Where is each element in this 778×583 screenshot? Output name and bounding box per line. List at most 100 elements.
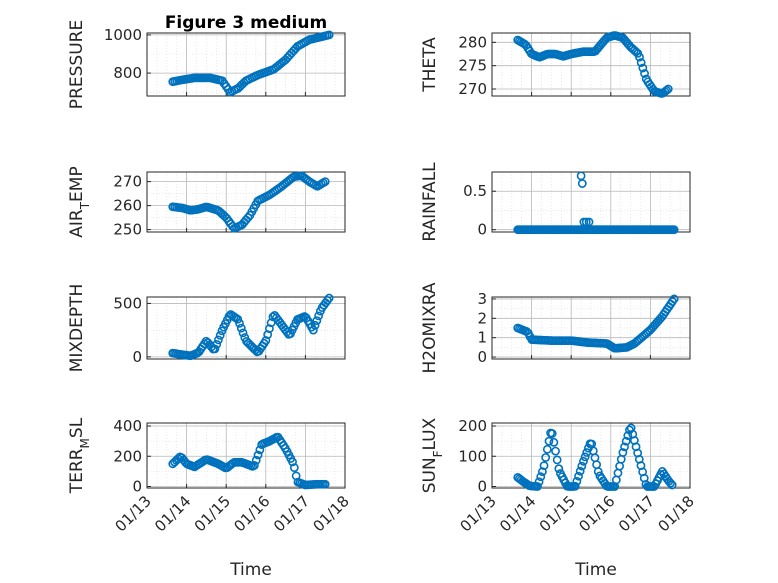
data-point xyxy=(669,225,679,235)
y-tick-label: 800 xyxy=(113,64,142,82)
y-tick-label: 1000 xyxy=(104,26,142,44)
axes-box xyxy=(491,296,691,360)
data-point xyxy=(554,464,564,474)
data-point xyxy=(236,323,246,333)
data-point xyxy=(593,467,603,476)
data-point xyxy=(621,436,631,446)
panel-air-temp: 250 260 270 AIRTEMP xyxy=(67,166,346,239)
data-point xyxy=(539,461,549,471)
data-point xyxy=(666,478,675,488)
y-tick-label: 280 xyxy=(458,33,487,51)
y-axis-label: RAINFALL xyxy=(420,162,440,242)
y-axis-label: THETA xyxy=(420,37,440,93)
data-point xyxy=(552,455,562,465)
data-point xyxy=(310,320,320,330)
y-tick-label: 200 xyxy=(113,447,142,465)
axes-box xyxy=(146,296,346,360)
y-axis-label: SUNFLUX xyxy=(420,417,445,493)
data-point xyxy=(667,480,677,490)
y-tick-label: 1 xyxy=(477,329,487,347)
data-point xyxy=(575,466,585,476)
y-tick-label: 3 xyxy=(477,290,487,308)
data-point xyxy=(320,479,330,489)
data-point xyxy=(572,476,582,486)
data-point xyxy=(250,461,259,470)
axes-box xyxy=(146,422,346,489)
x-axis-label-left: Time xyxy=(229,560,272,580)
y-tick-label: 275 xyxy=(458,57,487,75)
data-point xyxy=(584,217,594,227)
data-point xyxy=(541,453,551,462)
data-point xyxy=(577,461,587,471)
data-point xyxy=(314,311,324,321)
data-point xyxy=(542,444,552,454)
data-point xyxy=(580,452,590,462)
y-tick-label: 260 xyxy=(113,197,142,215)
axes-box xyxy=(491,422,691,489)
y-tick-label: 400 xyxy=(113,417,142,435)
data-point xyxy=(577,179,587,188)
data-point xyxy=(549,437,559,447)
panel-pressure: 800 1000 PRESSURE xyxy=(67,20,346,109)
panel-mixdepth: 0 500 MIXDEPTH xyxy=(67,284,346,373)
panel-rainfall: 0 0.5 RAINFALL xyxy=(420,162,691,242)
y-tick-label: 270 xyxy=(458,80,487,98)
y-axis-label: AIRTEMP xyxy=(67,166,92,237)
data-point xyxy=(640,69,649,78)
data-point xyxy=(289,463,299,472)
y-tick-label: 0 xyxy=(132,348,142,366)
data-point xyxy=(551,446,560,456)
x-axis-label-right: Time xyxy=(574,560,617,580)
y-tick-label: 0 xyxy=(477,348,487,366)
data-point xyxy=(669,294,679,304)
data-point xyxy=(215,330,225,340)
panel-h2omixra: 01 23 H2OMIXRA xyxy=(420,282,691,374)
data-point xyxy=(635,52,644,62)
data-point xyxy=(534,477,544,487)
data-point xyxy=(308,325,318,335)
data-point xyxy=(173,454,183,464)
data-point xyxy=(263,330,273,339)
data-point xyxy=(288,457,297,467)
figure-title: Figure 3 medium xyxy=(165,13,327,33)
data-point xyxy=(544,436,554,446)
data-point xyxy=(233,314,243,324)
y-tick-label: 500 xyxy=(113,294,142,312)
y-tick-label: 100 xyxy=(458,447,487,465)
data-point xyxy=(324,293,334,303)
y-axis-label: TERRMSL xyxy=(67,417,92,494)
data-point xyxy=(320,177,330,186)
y-tick-label: 0 xyxy=(477,221,487,239)
data-point xyxy=(623,431,633,440)
data-point xyxy=(536,472,546,482)
y-axis-label: MIXDEPTH xyxy=(67,284,87,373)
data-point xyxy=(265,324,274,334)
data-point xyxy=(638,63,648,73)
data-point xyxy=(261,336,271,345)
axes-box xyxy=(146,32,346,97)
data-point xyxy=(579,456,588,466)
y-axis-label: PRESSURE xyxy=(67,20,87,109)
data-point xyxy=(574,471,583,481)
data-point xyxy=(238,328,248,338)
data-point xyxy=(212,340,222,349)
data-point xyxy=(243,213,253,222)
axes-box xyxy=(146,171,346,233)
data-point xyxy=(251,455,261,465)
data-point xyxy=(570,481,580,491)
y-tick-label: 0.5 xyxy=(463,182,487,200)
data-point xyxy=(620,442,629,452)
y-tick-label: 250 xyxy=(113,221,142,239)
data-point xyxy=(663,84,673,94)
data-point xyxy=(253,450,263,460)
data-point xyxy=(547,429,557,438)
data-point xyxy=(210,344,220,354)
data-point xyxy=(618,448,628,457)
y-tick-label: 200 xyxy=(458,417,487,435)
y-tick-label: 270 xyxy=(113,173,142,191)
data-point xyxy=(255,445,265,455)
y-axis-label: H2OMIXRA xyxy=(420,282,440,373)
y-tick-label: 0 xyxy=(477,477,487,495)
axes-box xyxy=(491,32,691,97)
data-point xyxy=(533,482,542,491)
